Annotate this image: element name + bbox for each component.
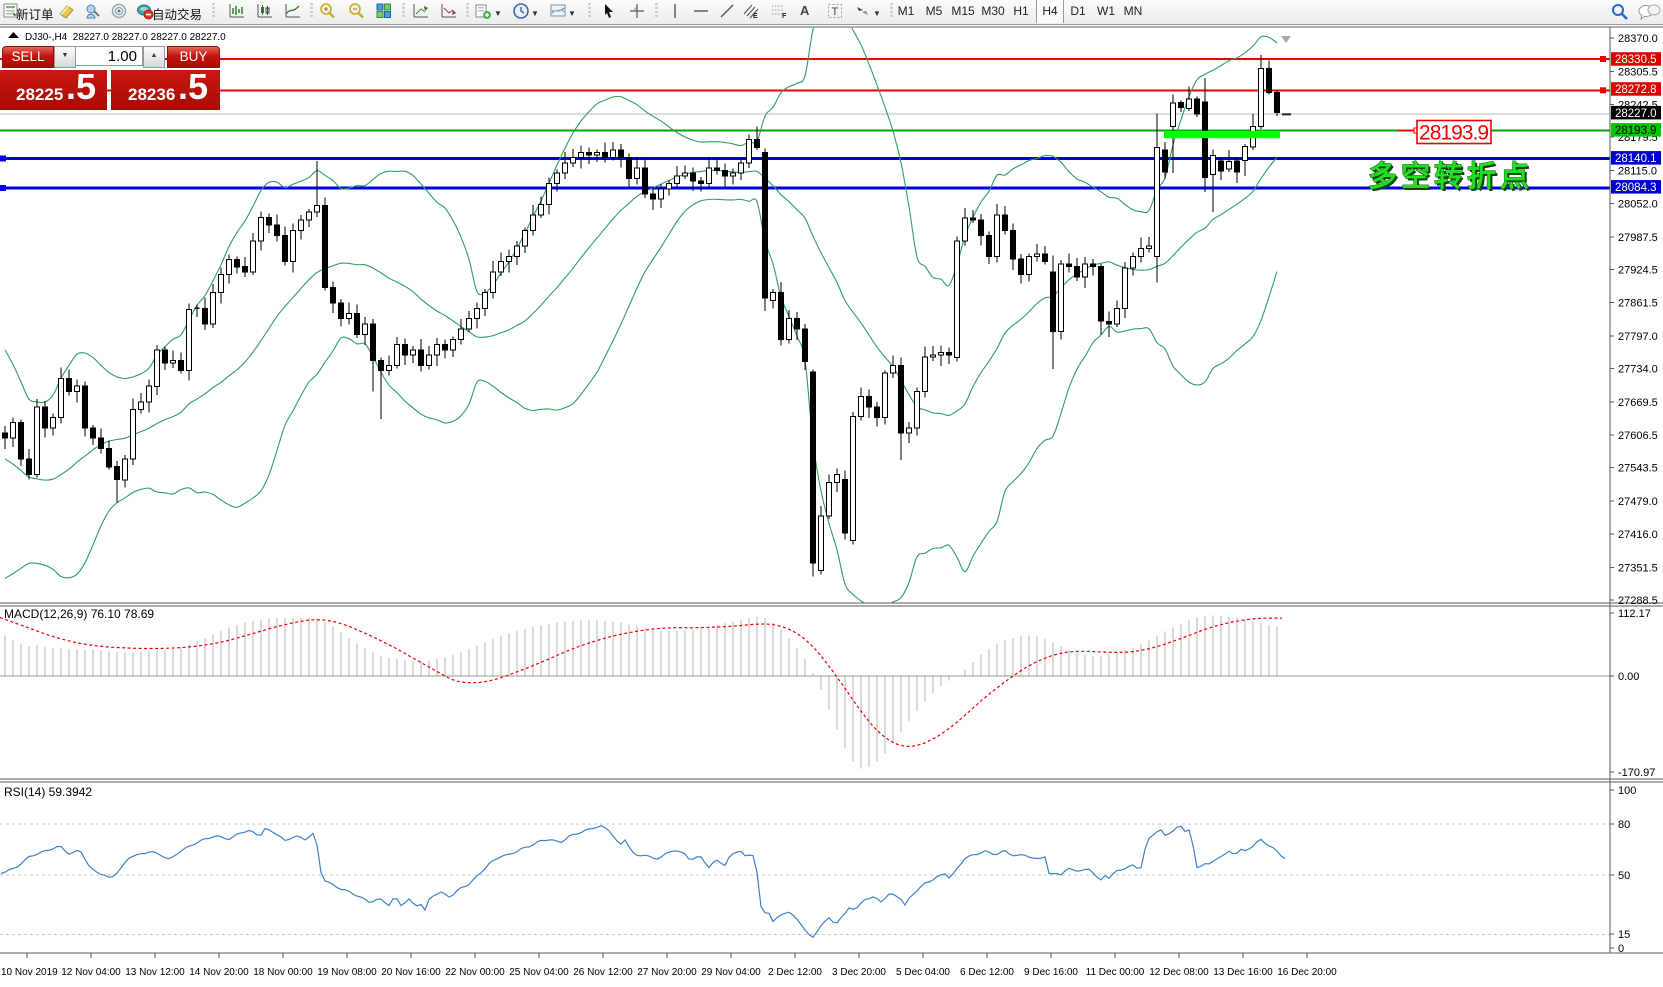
svg-text:27416.0: 27416.0 [1618,529,1658,541]
svg-text:28193.9: 28193.9 [1419,122,1489,145]
svg-text:10 Nov 2019: 10 Nov 2019 [1,967,58,978]
svg-text:28193.9: 28193.9 [1615,125,1657,137]
svg-text:50: 50 [1618,870,1630,882]
svg-text:18 Nov 00:00: 18 Nov 00:00 [253,967,313,978]
svg-text:27606.5: 27606.5 [1618,430,1658,442]
svg-text:28272.8: 28272.8 [1615,84,1657,96]
svg-text:26 Nov 12:00: 26 Nov 12:00 [573,967,633,978]
svg-text:-170.97: -170.97 [1618,767,1655,779]
svg-text:20 Nov 16:00: 20 Nov 16:00 [381,967,441,978]
svg-text:RSI(14) 59.3942: RSI(14) 59.3942 [4,785,92,799]
svg-text:25 Nov 04:00: 25 Nov 04:00 [509,967,569,978]
svg-text:27 Nov 20:00: 27 Nov 20:00 [637,967,697,978]
svg-text:29 Nov 04:00: 29 Nov 04:00 [701,967,761,978]
svg-text:28115.0: 28115.0 [1618,166,1657,178]
svg-text:28330.5: 28330.5 [1615,54,1657,66]
svg-text:多空转折点: 多空转折点 [1368,159,1533,193]
svg-text:T: T [832,6,839,18]
svg-text:E: E [753,13,758,20]
svg-text:28227.0: 28227.0 [1615,108,1657,120]
svg-text:27479.0: 27479.0 [1618,496,1658,508]
svg-text:0: 0 [1618,943,1624,955]
svg-text:27797.0: 27797.0 [1618,331,1658,343]
svg-text:12 Dec 08:00: 12 Dec 08:00 [1149,967,1209,978]
svg-text:MACD(12,26,9) 76.10 78.69: MACD(12,26,9) 76.10 78.69 [4,607,154,621]
svg-text:F: F [782,13,787,20]
svg-text:27924.5: 27924.5 [1618,265,1658,277]
svg-text:5 Dec 04:00: 5 Dec 04:00 [896,967,950,978]
svg-text:16 Dec 20:00: 16 Dec 20:00 [1277,967,1337,978]
svg-text:27861.5: 27861.5 [1618,297,1658,309]
svg-text:27669.5: 27669.5 [1618,397,1658,409]
svg-text:2 Dec 12:00: 2 Dec 12:00 [768,967,822,978]
svg-text:27351.5: 27351.5 [1618,562,1658,574]
svg-text:28370.0: 28370.0 [1618,33,1658,45]
svg-text:12 Nov 04:00: 12 Nov 04:00 [61,967,121,978]
svg-text:DJ30-,H4 28227.0 28227.0 2822: DJ30-,H4 28227.0 28227.0 28227.0 28227.0 [25,32,226,43]
svg-text:80: 80 [1618,819,1630,831]
svg-text:6 Dec 12:00: 6 Dec 12:00 [960,967,1014,978]
svg-text:9 Dec 16:00: 9 Dec 16:00 [1024,967,1078,978]
svg-text:22 Nov 00:00: 22 Nov 00:00 [445,967,505,978]
svg-text:27987.5: 27987.5 [1618,232,1658,244]
svg-text:112.17: 112.17 [1618,608,1651,620]
svg-text:28084.3: 28084.3 [1615,182,1657,194]
svg-text:多空转折点: 多空转折点 [1370,161,1535,195]
svg-text:28305.5: 28305.5 [1618,67,1658,79]
svg-text:0.00: 0.00 [1618,671,1639,683]
svg-text:27543.5: 27543.5 [1618,463,1658,475]
svg-text:14 Nov 20:00: 14 Nov 20:00 [189,967,249,978]
svg-text:15: 15 [1618,929,1630,941]
svg-text:27288.5: 27288.5 [1618,595,1658,607]
svg-text:3 Dec 20:00: 3 Dec 20:00 [832,967,886,978]
svg-text:28052.0: 28052.0 [1618,198,1658,210]
svg-text:28140.1: 28140.1 [1615,153,1657,165]
svg-text:27734.0: 27734.0 [1618,364,1658,376]
svg-text:11 Dec 00:00: 11 Dec 00:00 [1086,967,1145,978]
svg-text:13 Nov 12:00: 13 Nov 12:00 [125,967,185,978]
svg-text:13 Dec 16:00: 13 Dec 16:00 [1213,967,1273,978]
svg-text:100: 100 [1618,785,1636,797]
svg-text:19 Nov 08:00: 19 Nov 08:00 [317,967,377,978]
